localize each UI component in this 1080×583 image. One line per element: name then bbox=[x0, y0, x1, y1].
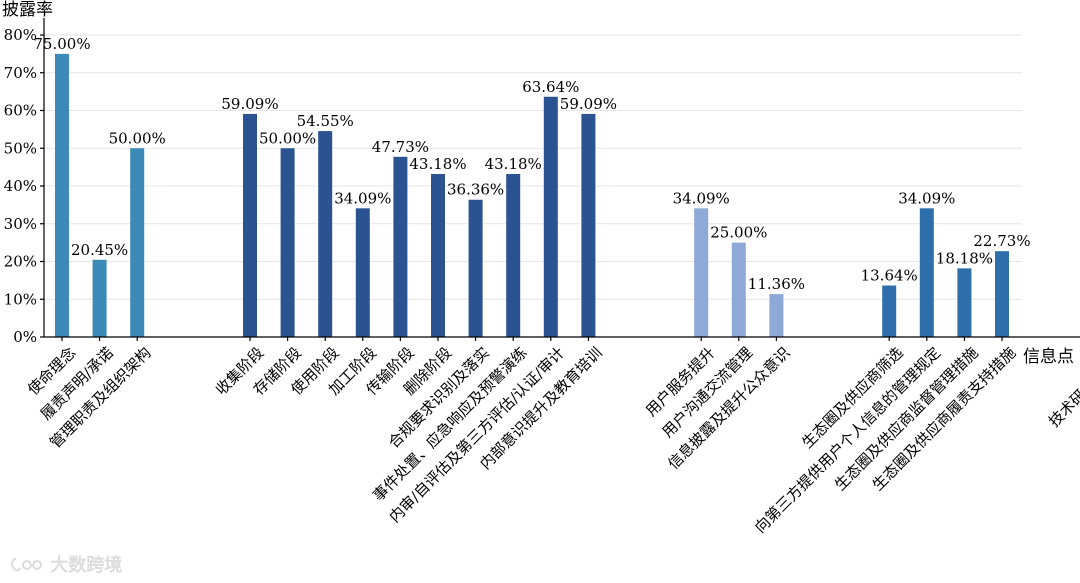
data-label: 50.00% bbox=[109, 129, 166, 147]
data-label: 54.55% bbox=[297, 112, 354, 130]
bar bbox=[431, 173, 445, 337]
y-tick-label: 30% bbox=[4, 215, 37, 233]
watermark-text: 大数跨境 bbox=[50, 555, 123, 576]
bar bbox=[280, 148, 295, 337]
ticks-layer: 0% 10% 20% 30% 40% 50% 60% 70% 80% bbox=[4, 26, 44, 346]
data-label: 63.64% bbox=[522, 78, 579, 96]
data-label: 34.09% bbox=[673, 189, 730, 207]
data-label: 22.73% bbox=[973, 232, 1030, 250]
bar bbox=[55, 53, 69, 337]
y-tick-label: 0% bbox=[13, 328, 37, 346]
bar bbox=[581, 113, 596, 338]
data-label: 18.18% bbox=[936, 249, 993, 267]
bar bbox=[393, 156, 408, 337]
y-tick-label: 80% bbox=[4, 26, 37, 44]
y-tick-label: 70% bbox=[4, 64, 37, 82]
data-label: 75.00% bbox=[33, 35, 90, 53]
bar bbox=[882, 285, 897, 337]
bar bbox=[731, 242, 746, 337]
data-label: 34.09% bbox=[334, 189, 391, 207]
labels-layer: 75.00%20.45%50.00%59.09%50.00%54.55%34.0… bbox=[33, 35, 1030, 293]
bars-layer bbox=[55, 53, 1009, 338]
y-tick-label: 60% bbox=[4, 102, 37, 120]
data-label: 59.09% bbox=[221, 95, 278, 113]
data-label: 47.73% bbox=[372, 138, 429, 156]
axis-layer bbox=[43, 18, 1080, 338]
bar bbox=[468, 199, 483, 337]
data-label: 20.45% bbox=[71, 241, 128, 259]
y-tick-label: 10% bbox=[4, 290, 37, 308]
bar bbox=[995, 251, 1009, 337]
bar bbox=[355, 208, 370, 337]
bar bbox=[543, 96, 558, 337]
category-label: 生态圈及供应商监督管理措施 bbox=[831, 344, 982, 495]
y-tick-label: 40% bbox=[4, 177, 37, 195]
bar bbox=[243, 113, 257, 338]
bar bbox=[92, 259, 107, 337]
data-label: 36.36% bbox=[447, 181, 504, 199]
bar bbox=[769, 294, 784, 337]
data-label: 13.64% bbox=[861, 267, 918, 285]
watermark: 大数跨境 bbox=[10, 551, 122, 577]
bar bbox=[130, 148, 145, 337]
data-label: 25.00% bbox=[710, 224, 767, 242]
data-label: 43.18% bbox=[485, 155, 542, 173]
bar bbox=[957, 268, 972, 337]
data-label: 43.18% bbox=[409, 155, 466, 173]
x-axis-title: 信息点 bbox=[1023, 347, 1074, 367]
bar bbox=[919, 208, 934, 337]
y-axis-title: 披露率 bbox=[2, 0, 53, 20]
data-label: 34.09% bbox=[898, 189, 955, 207]
data-label: 11.36% bbox=[748, 275, 805, 293]
y-tick-label: 20% bbox=[4, 253, 37, 271]
data-label: 50.00% bbox=[259, 129, 316, 147]
bar bbox=[318, 131, 333, 337]
data-logo-icon bbox=[11, 558, 42, 572]
bar bbox=[506, 173, 521, 337]
grid-layer bbox=[44, 34, 1022, 300]
data-label: 59.09% bbox=[560, 95, 617, 113]
y-tick-label: 50% bbox=[4, 139, 37, 157]
bar bbox=[694, 208, 709, 337]
